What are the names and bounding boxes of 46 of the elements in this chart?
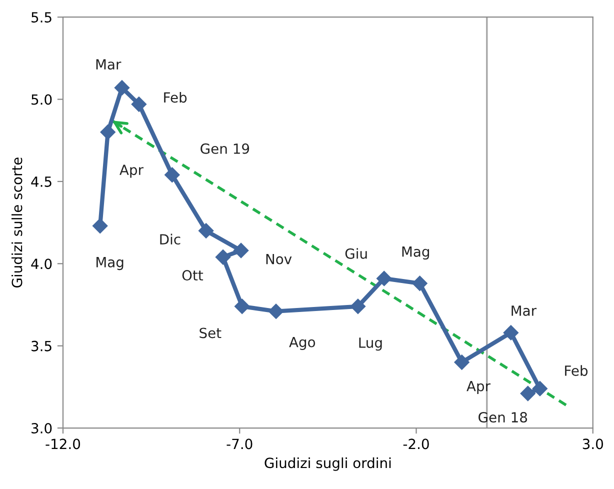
point <box>164 167 180 182</box>
data-label: Gen 19 <box>200 143 250 154</box>
data-label: Apr <box>120 164 144 178</box>
point <box>520 386 536 402</box>
data-label: Set <box>200 328 222 338</box>
data-label: Nov <box>266 254 292 264</box>
data-label: Mar <box>512 306 537 316</box>
y-tick-label: 5.5 <box>32 12 52 23</box>
data-label: Gen 18 <box>478 412 528 423</box>
y-tick-label: 5.0 <box>32 94 52 105</box>
x-tick-label: -2.0 <box>403 438 429 450</box>
x-tick-label: -7.0 <box>226 438 252 450</box>
x-tick-label: 3.0 <box>582 438 603 450</box>
data-label: Mag <box>96 257 124 270</box>
data-label: Mag <box>402 246 430 260</box>
y-axis-title: Giudizi sulle scorte <box>11 158 22 288</box>
data-label: Feb <box>164 92 187 103</box>
point <box>532 381 548 396</box>
point <box>100 124 116 140</box>
x-axis-title: Giudizi sugli ordini <box>264 457 391 471</box>
data-label: Ago <box>289 336 316 350</box>
point <box>376 270 392 286</box>
y-tick-label: 4.5 <box>31 176 52 187</box>
x-tick-label: -12.0 <box>46 438 80 450</box>
point <box>350 298 366 314</box>
data-label: Ott <box>182 270 204 281</box>
data-label: Giu <box>345 248 367 259</box>
point <box>234 298 250 314</box>
point <box>131 96 147 112</box>
data-label: Lug <box>359 338 382 351</box>
point <box>233 242 249 258</box>
point <box>454 354 470 370</box>
point <box>114 80 130 96</box>
point <box>412 276 428 291</box>
data-label: Mar <box>96 59 122 70</box>
point <box>198 223 214 238</box>
point <box>215 250 231 265</box>
data-label: Feb <box>565 365 588 376</box>
y-tick-label: 4.0 <box>31 258 52 270</box>
point <box>268 304 284 319</box>
y-tick-label: 3.0 <box>32 422 52 434</box>
point <box>503 325 518 340</box>
point <box>92 218 108 234</box>
y-tick-label: 3.5 <box>32 340 52 352</box>
data-label: Dic <box>160 234 180 245</box>
data-label: Apr <box>466 380 490 394</box>
